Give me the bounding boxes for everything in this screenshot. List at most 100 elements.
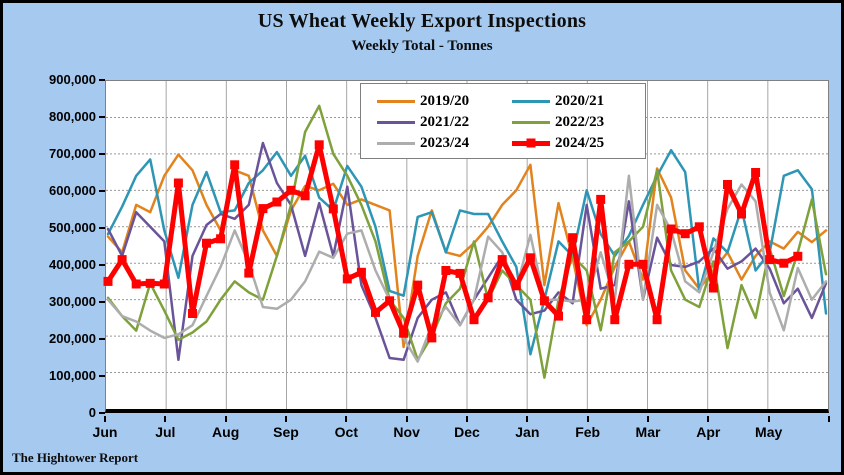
y-tick-mark — [99, 301, 105, 303]
legend-item-2024-25: 2024/25 — [512, 134, 639, 152]
month-label: Oct — [334, 424, 358, 440]
month-label: Jul — [155, 424, 176, 440]
legend-swatch-2020-21 — [512, 99, 550, 103]
series-marker-2024-25 — [497, 255, 507, 265]
series-marker-2024-25 — [638, 259, 648, 269]
series-marker-2024-25 — [441, 266, 451, 275]
series-marker-2024-25 — [371, 307, 380, 317]
month-label: Jan — [515, 424, 540, 440]
series-marker-2024-25 — [694, 222, 704, 232]
series-marker-2024-25 — [723, 180, 732, 189]
series-marker-2024-25 — [610, 315, 620, 325]
legend-label: 2023/24 — [420, 134, 470, 151]
series-marker-2024-25 — [596, 194, 606, 204]
month-label: Mar — [635, 424, 661, 440]
series-marker-2024-25 — [539, 296, 549, 306]
legend-item-2020-21: 2020/21 — [512, 92, 639, 110]
legend-marker-square — [526, 138, 536, 148]
legend-label: 2020/21 — [555, 92, 605, 109]
series-marker-2024-25 — [216, 234, 226, 244]
x-tick-mark — [405, 416, 408, 422]
month-label: Sep — [273, 424, 299, 440]
y-tick-label: 600,000 — [49, 183, 96, 198]
series-marker-2024-25 — [202, 238, 211, 248]
series-marker-2024-25 — [751, 168, 761, 177]
series-marker-2024-25 — [737, 209, 746, 219]
series-marker-2024-25 — [793, 251, 803, 261]
y-tick-label: 0 — [88, 405, 96, 420]
series-marker-2024-25 — [342, 274, 352, 284]
series-marker-2024-25 — [469, 315, 479, 325]
month-label: Apr — [696, 424, 721, 440]
y-tick-label: 800,000 — [49, 109, 96, 124]
legend-item-2021-22: 2021/22 — [377, 113, 504, 131]
series-marker-2024-25 — [652, 315, 662, 325]
y-tick-mark — [99, 190, 105, 192]
series-marker-2024-25 — [258, 204, 268, 214]
y-tick-label: 200,000 — [49, 331, 96, 346]
series-marker-2024-25 — [356, 267, 366, 277]
y-tick-mark — [99, 338, 105, 340]
y-tick-mark — [99, 79, 105, 81]
y-tick-label: 500,000 — [49, 220, 96, 235]
y-tick-label: 300,000 — [49, 294, 96, 309]
month-label: Feb — [575, 424, 601, 440]
x-tick-mark — [285, 416, 287, 422]
series-marker-2024-25 — [666, 224, 676, 234]
x-tick-mark — [707, 416, 710, 422]
y-tick-mark — [99, 412, 105, 414]
series-marker-2024-25 — [582, 315, 592, 325]
series-marker-2024-25 — [314, 140, 324, 150]
series-marker-2024-25 — [286, 185, 296, 195]
y-tick-label: 400,000 — [49, 257, 96, 272]
y-tick-mark — [99, 375, 105, 377]
series-marker-2024-25 — [328, 204, 338, 214]
series-marker-2024-25 — [680, 229, 690, 239]
series-marker-2024-25 — [145, 278, 155, 288]
legend-label: 2019/20 — [420, 92, 470, 109]
x-tick-mark — [466, 416, 468, 422]
legend-swatch-2022-23 — [512, 120, 550, 124]
month-label: Nov — [393, 424, 420, 440]
month-label: May — [755, 424, 783, 440]
series-marker-2024-25 — [525, 253, 535, 263]
series-marker-2024-25 — [272, 197, 282, 207]
y-tick-label: 100,000 — [49, 368, 96, 383]
plot-svg — [103, 81, 828, 409]
series-marker-2024-25 — [779, 258, 789, 268]
series-marker-2024-25 — [413, 280, 423, 290]
series-marker-2024-25 — [103, 276, 113, 286]
series-marker-2024-25 — [765, 255, 775, 265]
y-tick-label: 900,000 — [49, 72, 96, 87]
month-label: Jun — [92, 424, 118, 440]
x-tick-mark — [647, 416, 649, 422]
series-marker-2024-25 — [131, 279, 141, 289]
series-marker-2024-25 — [300, 191, 310, 201]
series-marker-2024-25 — [708, 283, 718, 293]
footer-credit: The Hightower Report — [12, 450, 139, 465]
series-line-2023-24 — [106, 174, 828, 363]
y-tick-mark — [99, 116, 105, 118]
series-marker-2024-25 — [188, 309, 197, 318]
series-marker-2024-25 — [568, 233, 578, 243]
series-marker-2024-25 — [624, 259, 634, 269]
series-marker-2024-25 — [244, 268, 254, 278]
series-marker-2024-25 — [173, 178, 183, 188]
y-tick-mark — [99, 153, 105, 155]
series-marker-2024-25 — [230, 160, 240, 170]
x-tick-mark — [767, 416, 770, 422]
chart-subtitle: Weekly Total - Tonnes — [351, 38, 493, 54]
x-tick-mark — [164, 416, 167, 422]
legend-item-2023-24: 2023/24 — [377, 134, 504, 152]
month-label: Aug — [212, 424, 240, 440]
legend-label: 2021/22 — [420, 113, 470, 130]
legend-swatch-2021-22 — [377, 120, 415, 124]
x-tick-mark — [345, 416, 348, 422]
series-marker-2024-25 — [483, 293, 493, 303]
month-label: Dec — [454, 424, 480, 440]
legend-label: 2022/23 — [555, 113, 605, 130]
legend-item-2022-23: 2022/23 — [512, 113, 639, 131]
series-marker-2024-25 — [427, 333, 437, 343]
series-marker-2024-25 — [554, 311, 563, 321]
